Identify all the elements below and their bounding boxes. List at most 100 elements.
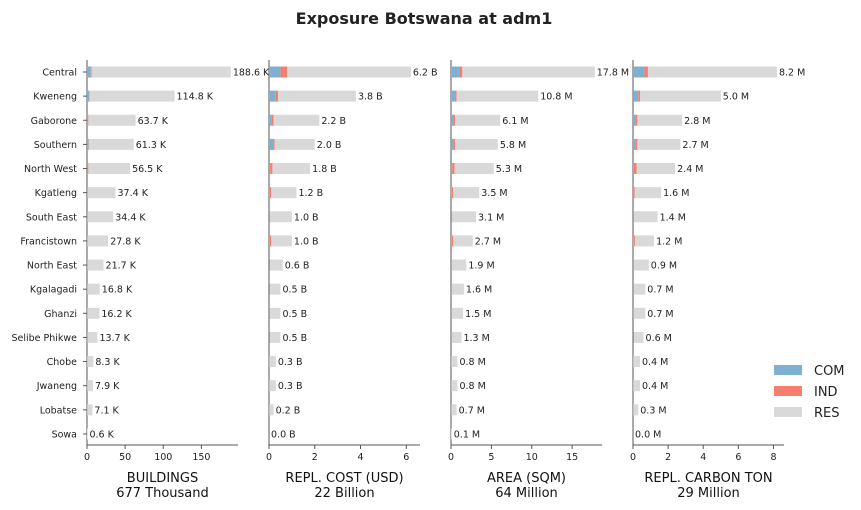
data-label: 0.6 K [89,429,114,440]
x-axis-sublabel: 22 Billion [314,486,374,501]
bar-com [451,187,452,199]
data-label: 2.4 M [677,164,703,175]
data-label: 0.7 M [647,285,673,296]
data-label: 5.3 M [496,164,522,175]
bar-res [87,211,114,223]
bar-res [634,211,658,223]
data-label: 13.7 K [99,333,130,344]
category-label: Southern [34,140,77,151]
bar-com [269,66,281,78]
bar-res [637,138,681,150]
bar-res [287,66,411,78]
bar-res [87,235,109,247]
chart-title: Exposure Botswana at adm1 [296,9,553,28]
bar-ind [269,331,271,343]
bar-ind [633,307,634,319]
bar-res [91,66,231,78]
category-label: North West [24,164,77,175]
data-label: 2.8 M [684,116,710,127]
category-label: Selibe Phikwe [11,333,77,344]
data-label: 0.2 B [276,405,301,416]
bar-com [451,138,454,150]
category-label: Central [42,68,77,79]
data-label: 8.2 M [779,68,805,79]
bar-com [451,163,453,175]
data-label: 1.0 B [294,236,319,247]
data-label: 1.0 B [294,212,319,223]
data-label: 0.3 B [278,357,303,368]
data-label: 0.1 M [454,429,480,440]
bar-res [88,138,134,150]
data-label: 16.8 K [102,285,133,296]
category-label: Kgatleng [35,188,77,199]
x-tick-label: 100 [154,452,172,463]
bar-res [87,404,93,416]
data-label: 0.0 M [635,429,661,440]
bar-res [87,331,98,343]
bar-res [634,235,655,247]
data-label: 0.5 B [282,333,307,344]
data-label: 34.4 K [115,212,146,223]
legend-label: IND [814,385,838,400]
data-label: 63.7 K [138,116,169,127]
bar-ind [269,187,272,199]
data-label: 0.3 M [640,405,666,416]
bar-res [270,211,292,223]
bar-res [452,211,477,223]
x-tick-label: 0 [630,452,636,463]
legend-swatch-com [774,365,802,375]
bar-ind [451,259,452,271]
data-label: 1.6 M [466,285,492,296]
data-label: 6.2 B [413,68,438,79]
bar-com [269,114,272,126]
bar-res [633,259,649,271]
panels: 188.6 K 114.8 K 63.7 K 61.3 K 56.5 K 37.4 K 34… [84,60,805,501]
bar-res [633,404,639,416]
x-tick-label: 150 [192,452,210,463]
bar-res [88,163,131,175]
bar-ind [451,235,454,247]
data-label: 0.3 B [278,381,303,392]
legend-swatch-res [774,407,802,417]
bar-res [269,307,281,319]
bar-com [87,66,91,78]
x-tick-label: 50 [119,452,131,463]
bar-com [633,211,634,223]
x-axis-label: REPL. COST (USD) [285,471,403,486]
bar-ind [633,259,634,271]
bar-res [274,138,315,150]
bar-res [454,163,494,175]
bar-com [269,90,276,102]
bar-res [269,356,276,368]
bar-res [456,90,539,102]
data-label: 2.2 B [321,116,346,127]
bar-res [453,235,473,247]
data-label: 5.0 M [723,92,749,103]
bar-com [633,90,639,102]
data-label: 27.8 K [110,236,141,247]
bar-ind [635,114,638,126]
bar-res [88,114,136,126]
data-label: 0.7 M [647,309,673,320]
bar-res [633,283,646,295]
x-axis-label: AREA (SQM) [487,471,566,486]
bar-res [270,259,283,271]
x-axis-label: REPL. CARBON TON [644,471,772,486]
bar-ind [452,163,455,175]
bar-res [451,259,467,271]
bar-res [87,259,104,271]
category-label: Jwaneng [36,381,77,392]
bar-res [451,356,458,368]
bar-ind [273,138,275,150]
bar-com [269,138,274,150]
bar-res [637,114,683,126]
bar-ind [633,163,637,175]
bar-ind [459,66,463,78]
bar-ind [280,66,288,78]
bar-res [633,307,646,319]
bar-res [89,90,175,102]
data-label: 3.1 M [478,212,504,223]
data-label: 0.0 B [271,429,296,440]
category-labels: Central Kweneng Gaborone Southern North West… [11,68,87,440]
bar-ind [455,90,457,102]
